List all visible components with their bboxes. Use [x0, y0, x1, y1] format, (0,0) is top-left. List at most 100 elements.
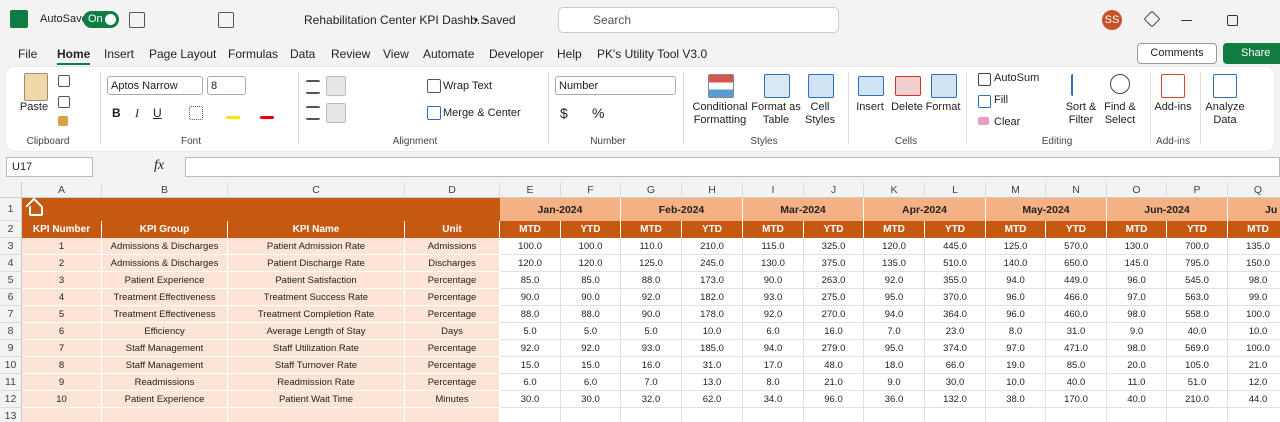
cell[interactable]: 4	[22, 289, 102, 306]
find-select[interactable]: Select	[1104, 114, 1136, 126]
cell[interactable]: 90.0	[621, 306, 682, 323]
menu-tab[interactable]: Insert	[104, 47, 135, 61]
cell[interactable]: 31.0	[1046, 323, 1107, 340]
row-header[interactable]: 11	[0, 374, 22, 391]
cell[interactable]: 173.0	[682, 272, 743, 289]
cell[interactable]: Percentage	[405, 374, 500, 391]
minimize[interactable]	[1181, 20, 1192, 21]
menu-tab[interactable]: Review	[331, 47, 371, 61]
autosum[interactable]: AutoSum	[994, 72, 1040, 84]
cell[interactable]: 62.0	[682, 391, 743, 408]
cell[interactable]	[1107, 408, 1167, 422]
cell[interactable]: 7	[22, 340, 102, 357]
cell[interactable]: 20.0	[1107, 357, 1167, 374]
cell[interactable]: 9.0	[1107, 323, 1167, 340]
cell[interactable]: 375.0	[804, 255, 864, 272]
cell[interactable]: 32.0	[621, 391, 682, 408]
cell-styles-icon[interactable]	[808, 74, 834, 98]
cell[interactable]	[864, 408, 925, 422]
font-name[interactable]: Aptos Narrow	[107, 76, 203, 95]
cell[interactable]: Readmission Rate	[228, 374, 405, 391]
column-header[interactable]: I	[743, 182, 804, 198]
cell[interactable]: 16.0	[621, 357, 682, 374]
cell[interactable]: 545.0	[1167, 272, 1228, 289]
cell[interactable]: 96.0	[986, 306, 1046, 323]
save-icon[interactable]	[129, 12, 145, 28]
merge-icon[interactable]	[427, 106, 441, 120]
cell[interactable]: Treatment Success Rate	[228, 289, 405, 306]
cell[interactable]: 650.0	[1046, 255, 1107, 272]
fill-icon[interactable]	[978, 95, 991, 108]
cell[interactable]: 370.0	[925, 289, 986, 306]
cell[interactable]	[804, 408, 864, 422]
cell[interactable]: 210.0	[682, 238, 743, 255]
font-size[interactable]: 8	[207, 76, 246, 95]
cell[interactable]: 5.0	[561, 323, 621, 340]
cell[interactable]: 466.0	[1046, 289, 1107, 306]
cell[interactable]: 95.0	[864, 289, 925, 306]
cell[interactable]: Staff Turnover Rate	[228, 357, 405, 374]
cell[interactable]: 90.0	[561, 289, 621, 306]
paste[interactable]: Paste	[19, 101, 49, 113]
paste-icon[interactable]	[24, 73, 48, 101]
comments-button[interactable]: Comments	[1137, 43, 1217, 64]
analyze-data[interactable]: Data	[1213, 114, 1237, 126]
cell[interactable]: 88.0	[621, 272, 682, 289]
cell[interactable]: 40.0	[1107, 391, 1167, 408]
column-header[interactable]: N	[1046, 182, 1107, 198]
cell[interactable]: 5.0	[500, 323, 561, 340]
autosum-icon[interactable]	[978, 73, 991, 86]
cell[interactable]: 2	[22, 255, 102, 272]
align-middle[interactable]	[326, 76, 346, 96]
cell[interactable]: 3	[22, 272, 102, 289]
column-header[interactable]: D	[405, 182, 500, 198]
cell[interactable]: 66.0	[925, 357, 986, 374]
row-header[interactable]: 1	[0, 198, 22, 221]
cell[interactable]: 90.0	[743, 272, 804, 289]
format[interactable]: Format	[925, 101, 961, 113]
cell[interactable]: Efficiency	[102, 323, 228, 340]
row-header[interactable]: 8	[0, 323, 22, 340]
cell[interactable]: 23.0	[925, 323, 986, 340]
wrap-text[interactable]: Wrap Text	[443, 80, 493, 92]
cell[interactable]: Percentage	[405, 272, 500, 289]
format-icon[interactable]	[931, 74, 957, 98]
sort-filter[interactable]: Filter	[1068, 114, 1094, 126]
cell[interactable]: Admissions	[405, 238, 500, 255]
cell[interactable]: 210.0	[1167, 391, 1228, 408]
cell[interactable]: 40.0	[1167, 323, 1228, 340]
cell[interactable]: 94.0	[743, 340, 804, 357]
cell[interactable]: 105.0	[1167, 357, 1228, 374]
currency[interactable]: $	[560, 105, 568, 121]
cell[interactable]: 100.0	[500, 238, 561, 255]
share-button[interactable]: Share	[1223, 43, 1280, 64]
cell[interactable]: 374.0	[925, 340, 986, 357]
home-icon[interactable]	[29, 206, 43, 216]
cell[interactable]: 8.0	[743, 374, 804, 391]
cell[interactable]: 170.0	[1046, 391, 1107, 408]
cell[interactable]: 510.0	[925, 255, 986, 272]
column-header[interactable]: J	[804, 182, 864, 198]
cell[interactable]: Patient Experience	[102, 391, 228, 408]
cell[interactable]: 563.0	[1167, 289, 1228, 306]
cell[interactable]: 15.0	[561, 357, 621, 374]
table-icon[interactable]	[764, 74, 790, 98]
cell[interactable]: Readmissions	[102, 374, 228, 391]
cell[interactable]: 125.0	[986, 238, 1046, 255]
cell[interactable]: 9	[22, 374, 102, 391]
cell[interactable]: 36.0	[864, 391, 925, 408]
merge-center[interactable]: Merge & Center	[443, 107, 521, 119]
column-header[interactable]: B	[102, 182, 228, 198]
cell[interactable]: 795.0	[1167, 255, 1228, 272]
cell[interactable]: 88.0	[561, 306, 621, 323]
cell[interactable]: 85.0	[561, 272, 621, 289]
cell[interactable]: Minutes	[405, 391, 500, 408]
menu-tab[interactable]: Developer	[489, 47, 544, 61]
cell[interactable]: Treatment Effectiveness	[102, 289, 228, 306]
cell[interactable]: 558.0	[1167, 306, 1228, 323]
cell[interactable]: 364.0	[925, 306, 986, 323]
premium-icon[interactable]	[1143, 10, 1161, 28]
cell[interactable]: 7.0	[621, 374, 682, 391]
cell[interactable]: 90.0	[500, 289, 561, 306]
cell[interactable]: Percentage	[405, 357, 500, 374]
